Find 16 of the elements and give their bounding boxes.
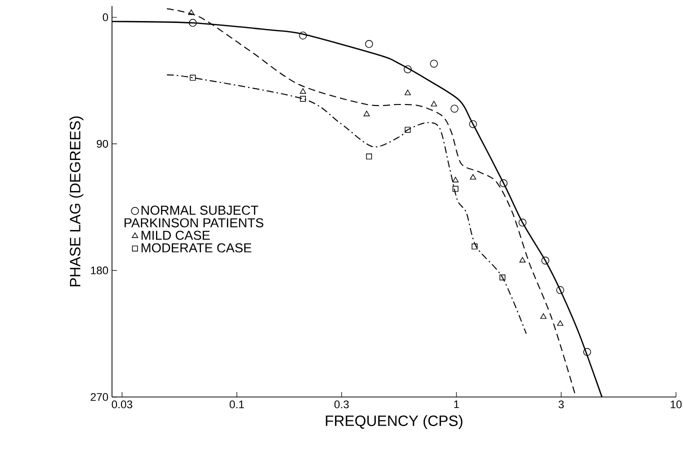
y-tick-label: 90 [96,140,108,148]
x-tick-label: 3 [558,400,564,408]
legend-label: NORMAL SUBJECT [142,206,258,215]
x-tick-label: 0.3 [334,400,349,408]
x-tick-label: 0.1 [230,400,244,408]
legend-label: MILD CASE [142,230,210,240]
legend-label: MODERATE CASE [142,243,252,252]
y-tick-label: 270 [90,393,108,401]
y-tick-label: 0 [102,13,108,22]
y-axis-title: PHASE LAG (DEGREES) [69,116,84,286]
legend-title: PARKINSON PATIENTS [124,218,264,228]
x-tick-label: 1 [454,400,459,408]
x-axis-title: FREQUENCY (CPS) [326,415,462,430]
x-tick-label: 10 [670,400,682,408]
y-tick-label: 180 [91,266,108,274]
x-tick-label: 0.03 [112,400,132,408]
